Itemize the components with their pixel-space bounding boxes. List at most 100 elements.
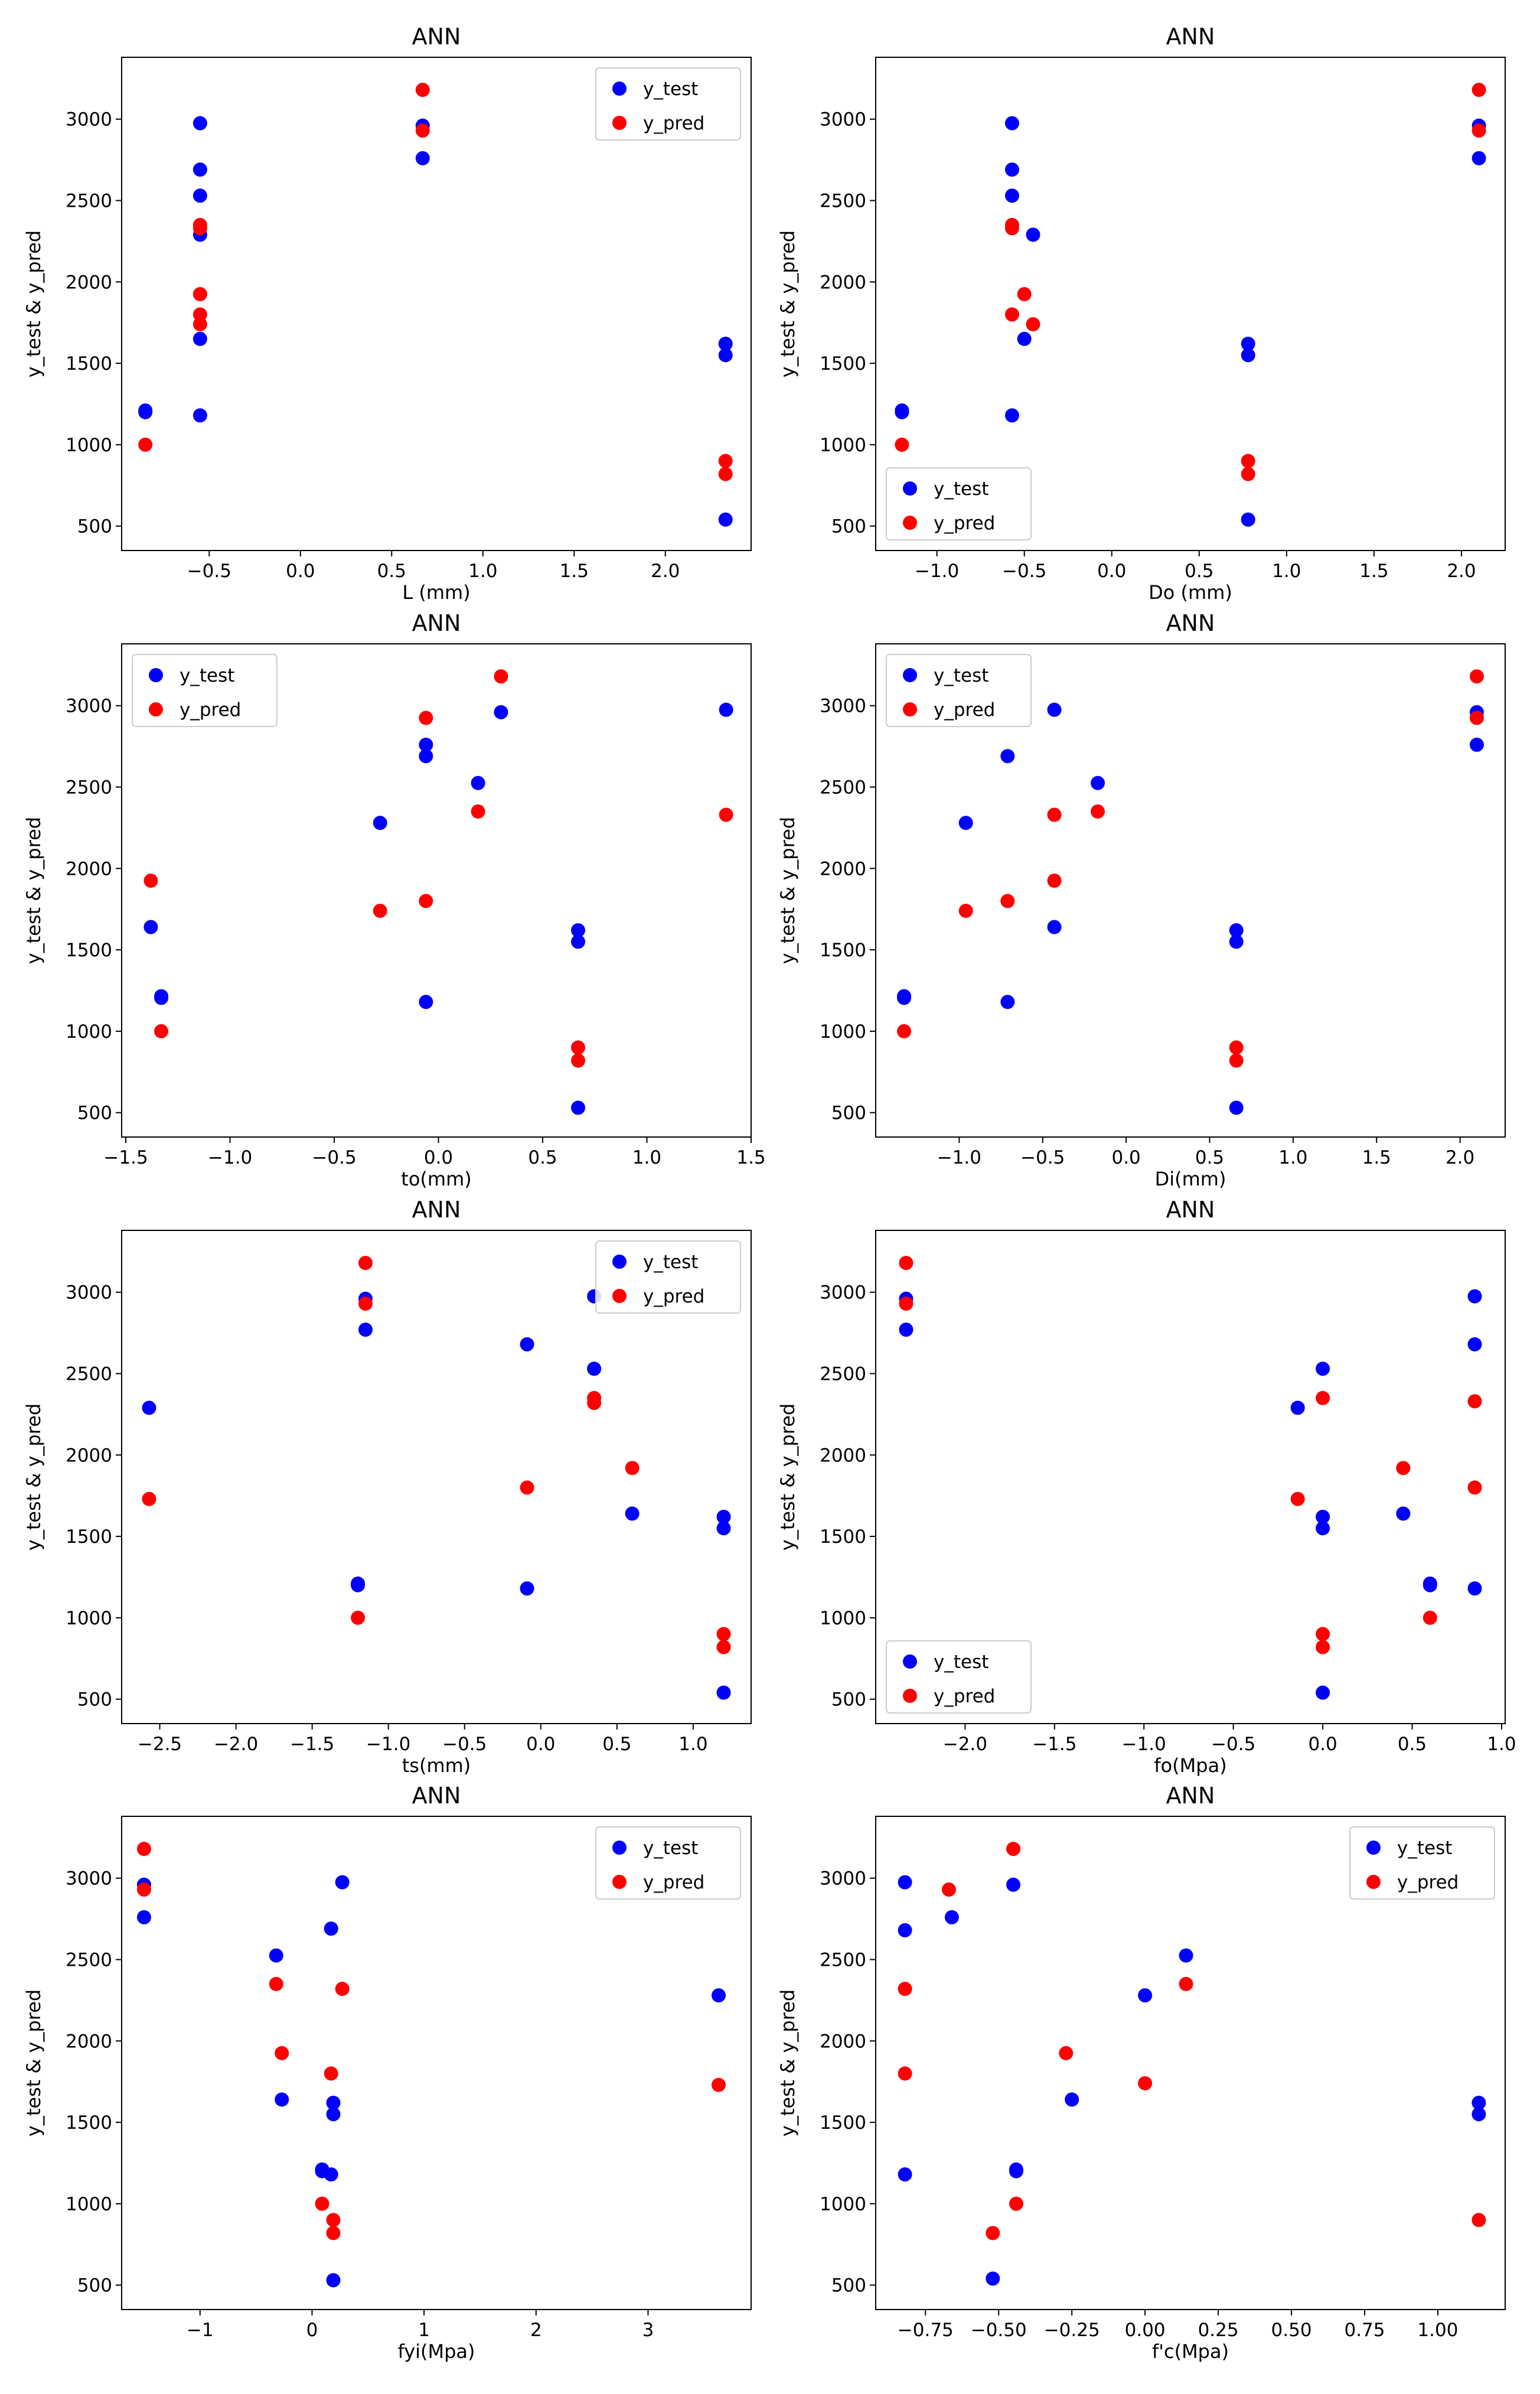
data-point-y_test bbox=[898, 1923, 912, 1937]
data-point-y_test bbox=[718, 337, 733, 351]
y-tick-label: 2000 bbox=[66, 858, 112, 880]
data-point-y_test bbox=[335, 1875, 350, 1890]
y-tick-label: 1500 bbox=[820, 940, 866, 961]
data-point-y_pred bbox=[1241, 454, 1255, 468]
y-tick-label: 1500 bbox=[820, 2112, 866, 2134]
data-point-y_test bbox=[494, 705, 508, 719]
data-point-y_pred bbox=[1006, 1842, 1021, 1856]
data-point-y_test bbox=[351, 1578, 366, 1592]
data-point-y_pred bbox=[1059, 2046, 1074, 2060]
axes-frame bbox=[121, 643, 752, 1138]
x-tick-label: −0.5 bbox=[187, 561, 231, 582]
data-point-y_test bbox=[571, 934, 586, 949]
data-point-y_pred bbox=[897, 1024, 912, 1038]
data-point-y_pred bbox=[719, 807, 733, 822]
data-point-y_test bbox=[898, 2167, 912, 2182]
data-point-y_pred bbox=[1467, 1394, 1482, 1409]
series-y_pred bbox=[136, 1842, 726, 2240]
x-tick-label: 1.0 bbox=[1272, 561, 1301, 582]
legend-box bbox=[886, 467, 1032, 540]
legend-marker-y_pred bbox=[1366, 1875, 1381, 1889]
data-point-y_test bbox=[143, 920, 158, 934]
data-point-y_pred bbox=[154, 1024, 169, 1038]
data-point-y_pred bbox=[192, 221, 207, 236]
chart-title: ANN bbox=[412, 610, 461, 636]
x-tick-label: −1.5 bbox=[103, 1147, 148, 1168]
legend-marker-y_test bbox=[903, 668, 917, 682]
axes-frame bbox=[121, 1230, 752, 1724]
data-point-y_pred bbox=[941, 1882, 956, 1897]
x-tick-label: −1.0 bbox=[915, 561, 959, 582]
data-point-y_pred bbox=[275, 2046, 289, 2060]
axes-frame bbox=[875, 1816, 1506, 2310]
data-point-y_pred bbox=[898, 2066, 912, 2081]
data-point-y_pred bbox=[899, 1256, 913, 1271]
x-tick-label: −0.5 bbox=[1002, 561, 1046, 582]
legend-label-y_pred: y_pred bbox=[934, 1686, 995, 1707]
data-point-y_test bbox=[1290, 1400, 1305, 1415]
data-point-y_test bbox=[1229, 934, 1244, 949]
x-tick-label: −1.5 bbox=[290, 1734, 334, 1755]
data-point-y_pred bbox=[136, 1842, 151, 1856]
data-point-y_pred bbox=[415, 83, 430, 97]
y-tick-label: 500 bbox=[831, 1103, 866, 1124]
subplot-2: ANN −1.0 −0.5 0.0 0.5 1.0 1.5 2.0 500 1000 1500 200… bbox=[776, 24, 1506, 604]
data-point-y_test bbox=[138, 405, 153, 419]
axes-frame bbox=[121, 1816, 752, 2310]
data-point-y_test bbox=[986, 2271, 1000, 2286]
x-tick-label: 1.5 bbox=[1359, 561, 1388, 582]
data-point-y_pred bbox=[1026, 317, 1040, 331]
legend: y_test y_pred bbox=[132, 654, 278, 727]
x-tick-label: 1.0 bbox=[632, 1147, 661, 1168]
legend-marker-y_pred bbox=[612, 116, 627, 130]
legend-box bbox=[595, 1826, 741, 1900]
data-point-y_test bbox=[269, 1948, 283, 1963]
data-point-y_test bbox=[1000, 995, 1015, 1009]
y-tick-label: 3000 bbox=[820, 1282, 866, 1304]
x-tick-label: 1.5 bbox=[1362, 1147, 1391, 1168]
data-point-y_test bbox=[1047, 702, 1062, 717]
y-tick-label: 2000 bbox=[66, 272, 112, 293]
data-point-y_pred bbox=[1467, 1480, 1482, 1495]
x-tick-label: 0.00 bbox=[1125, 2320, 1166, 2341]
data-point-y_test bbox=[587, 1362, 602, 1376]
data-point-y_test bbox=[192, 408, 207, 423]
chart-title: ANN bbox=[1166, 1197, 1215, 1223]
data-point-y_pred bbox=[625, 1461, 640, 1476]
data-point-y_test bbox=[716, 1685, 731, 1700]
data-point-y_pred bbox=[1004, 307, 1019, 322]
subplot-8: ANN −0.75 −0.50 −0.25 0.00 0.25 0.50 0.75 1.00 50… bbox=[776, 1783, 1506, 2363]
legend-marker-y_pred bbox=[903, 516, 917, 530]
data-point-y_pred bbox=[419, 894, 433, 908]
legend-label-y_pred: y_pred bbox=[934, 699, 995, 721]
x-axis-label: Di(mm) bbox=[1155, 1168, 1226, 1190]
y-tick-label: 500 bbox=[77, 1103, 112, 1124]
y-tick-label: 1500 bbox=[820, 1526, 866, 1548]
legend-label-y_test: y_test bbox=[643, 1838, 698, 1859]
series-y_test bbox=[895, 116, 1486, 527]
y-tick-label: 500 bbox=[77, 516, 112, 538]
series-y_pred bbox=[898, 1842, 1486, 2240]
legend-marker-y_pred bbox=[903, 702, 917, 716]
x-tick-label: 2.0 bbox=[651, 561, 680, 582]
series-y_test bbox=[897, 702, 1484, 1115]
data-point-y_test bbox=[1179, 1948, 1193, 1963]
axes-frame bbox=[875, 643, 1506, 1138]
legend-box bbox=[132, 654, 278, 727]
x-axis-label: fyi(Mpa) bbox=[397, 2340, 475, 2363]
y-tick-label: 1500 bbox=[66, 940, 112, 961]
x-tick-label: 0.0 bbox=[526, 1734, 555, 1755]
x-tick-label: 1.0 bbox=[678, 1734, 707, 1755]
legend-label-y_test: y_test bbox=[643, 1252, 698, 1273]
data-point-y_test bbox=[192, 331, 207, 346]
x-tick-label: 0.0 bbox=[1308, 1734, 1337, 1755]
data-point-y_test bbox=[1467, 1581, 1482, 1596]
legend-label-y_test: y_test bbox=[1397, 1838, 1452, 1859]
legend-box bbox=[595, 1240, 741, 1314]
data-point-y_test bbox=[192, 188, 207, 203]
legend-box bbox=[886, 1640, 1032, 1714]
axes-frame bbox=[875, 1230, 1506, 1724]
series-y_test bbox=[142, 1289, 731, 1700]
y-tick-label: 2500 bbox=[66, 1364, 112, 1385]
data-point-y_test bbox=[1472, 151, 1486, 165]
